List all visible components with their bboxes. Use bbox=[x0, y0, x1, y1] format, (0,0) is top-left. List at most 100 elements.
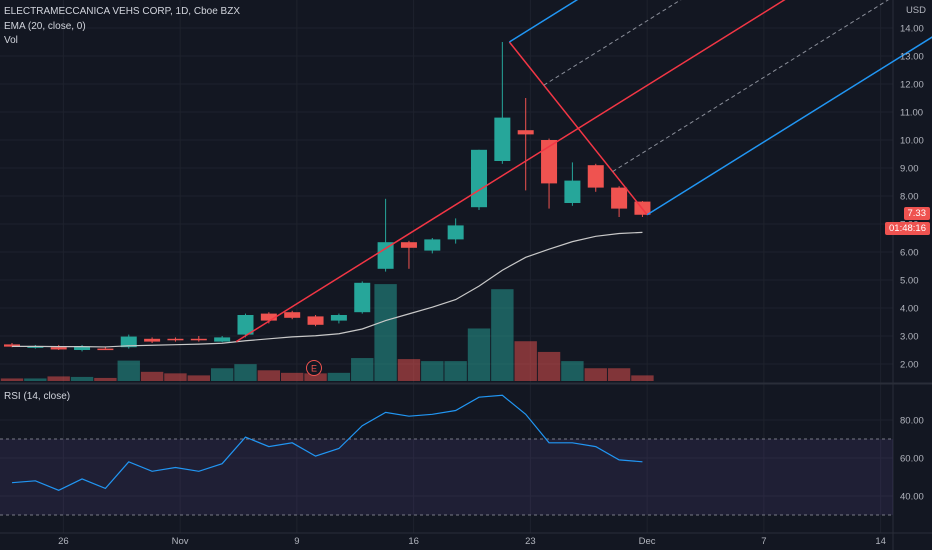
volume-bar bbox=[210, 368, 234, 381]
candle-body bbox=[377, 242, 394, 269]
candle-body bbox=[284, 312, 301, 318]
pitchfork-inner-upper bbox=[543, 0, 682, 86]
rsi-tick-label: 80.00 bbox=[900, 416, 924, 427]
volume-bar bbox=[164, 373, 187, 381]
volume-bar bbox=[421, 361, 444, 381]
candle-body bbox=[354, 282, 371, 313]
volume-bar bbox=[467, 328, 491, 381]
price-tick-label: 2.00 bbox=[900, 360, 919, 371]
pitchfork-drawing[interactable] bbox=[235, 0, 932, 343]
time-tick-label: Dec bbox=[639, 536, 656, 547]
candle-body bbox=[447, 225, 464, 240]
candle-body bbox=[120, 336, 137, 348]
earnings-marker-label: E bbox=[311, 364, 317, 374]
volume-bar bbox=[631, 375, 654, 381]
price-tick-label: 8.00 bbox=[900, 192, 919, 203]
earnings-marker[interactable]: E bbox=[306, 360, 322, 376]
last-price-tag: 7.33 bbox=[903, 207, 930, 220]
price-tick-label: 5.00 bbox=[900, 276, 919, 287]
pitchfork-handle bbox=[508, 41, 648, 216]
candle-body bbox=[27, 346, 44, 348]
price-tick-label: 10.00 bbox=[900, 136, 924, 147]
volume-bar bbox=[444, 361, 467, 381]
ema-line bbox=[12, 231, 643, 348]
volume-bar bbox=[281, 372, 304, 381]
volume-bar bbox=[257, 370, 281, 381]
time-tick-label: 23 bbox=[525, 536, 536, 547]
volume-bar bbox=[537, 351, 561, 381]
candle-body bbox=[97, 348, 114, 351]
volume-bar bbox=[561, 361, 584, 381]
symbol-title: ELECTRAMECCANICA VEHS CORP, 1D, Cboe BZX bbox=[4, 6, 240, 17]
volume-bar bbox=[351, 358, 374, 381]
candle-body bbox=[611, 187, 628, 209]
candle-body bbox=[237, 315, 254, 335]
ema-legend[interactable]: EMA (20, close, 0) bbox=[4, 21, 86, 32]
price-tick-label: 11.00 bbox=[900, 108, 923, 119]
pitchfork-lower-tine bbox=[646, 36, 932, 216]
pitchfork-upper-tine bbox=[508, 0, 579, 43]
candle-body bbox=[471, 149, 487, 208]
price-tick-label: 13.00 bbox=[900, 52, 924, 63]
candle-body bbox=[74, 346, 91, 350]
candle-body bbox=[307, 316, 324, 325]
volume-bar bbox=[234, 364, 257, 381]
candle-body bbox=[167, 338, 184, 341]
volume-bar bbox=[117, 360, 140, 381]
ema-polyline bbox=[12, 231, 643, 348]
symbol-legend[interactable]: ELECTRAMECCANICA VEHS CORP, 1D, Cboe BZX bbox=[4, 6, 240, 17]
price-tick-label: 3.00 bbox=[900, 332, 919, 343]
time-axis[interactable]: 26 Nov 9 16 23 Dec 7 14 bbox=[58, 536, 886, 547]
volume-bar bbox=[491, 289, 514, 381]
pitchfork-median bbox=[235, 0, 786, 343]
candle-body bbox=[4, 344, 20, 347]
candle-body bbox=[214, 337, 231, 342]
volume-bar bbox=[514, 341, 537, 381]
price-tick-label: 14.00 bbox=[900, 24, 924, 35]
ema-legend-label: EMA (20, close, 0) bbox=[4, 21, 86, 32]
candle-body bbox=[541, 140, 558, 184]
candle-body bbox=[564, 180, 581, 203]
volume-bar bbox=[374, 284, 397, 381]
time-tick-label: Nov bbox=[172, 536, 189, 547]
time-tick-label: 7 bbox=[761, 536, 766, 547]
candle-body bbox=[50, 347, 67, 350]
volume-bar bbox=[47, 376, 70, 381]
price-axis[interactable]: 14.0013.0012.0011.0010.009.008.007.006.0… bbox=[900, 24, 924, 503]
pitchfork-inner-lower bbox=[612, 0, 889, 172]
candle-body bbox=[260, 313, 277, 321]
volume-bar bbox=[70, 376, 94, 381]
price-tick-label: 6.00 bbox=[900, 248, 919, 259]
rsi-band bbox=[0, 439, 893, 515]
candle-body bbox=[144, 338, 161, 342]
volume-bar bbox=[584, 368, 607, 381]
rsi-pane bbox=[0, 394, 893, 516]
volume-bar bbox=[0, 378, 24, 381]
rsi-tick-label: 40.00 bbox=[900, 492, 924, 503]
candle-body bbox=[400, 242, 417, 248]
volume-bar bbox=[607, 368, 631, 381]
vol-legend-label: Vol bbox=[4, 35, 18, 46]
rsi-tick-label: 60.00 bbox=[900, 454, 924, 465]
candle-body bbox=[517, 130, 534, 135]
candlesticks bbox=[4, 42, 651, 352]
time-tick-label: 16 bbox=[408, 536, 419, 547]
candle-body bbox=[494, 117, 511, 161]
price-tick-label: 9.00 bbox=[900, 164, 919, 175]
candle-body bbox=[330, 315, 347, 321]
volume-bars bbox=[0, 284, 654, 381]
volume-bar bbox=[94, 377, 117, 381]
rsi-legend[interactable]: RSI (14, close) bbox=[4, 391, 70, 402]
volume-bar bbox=[397, 359, 421, 381]
time-tick-label: 26 bbox=[58, 536, 69, 547]
vol-legend[interactable]: Vol bbox=[4, 35, 18, 46]
candle-body bbox=[587, 165, 604, 188]
rsi-polyline bbox=[11, 394, 643, 491]
price-tick-label: 4.00 bbox=[900, 304, 919, 315]
volume-bar bbox=[304, 373, 327, 381]
rsi-legend-label: RSI (14, close) bbox=[4, 391, 71, 402]
currency-label: USD bbox=[905, 5, 926, 16]
price-tick-label: 12.00 bbox=[900, 80, 924, 91]
volume-bar bbox=[140, 371, 164, 381]
